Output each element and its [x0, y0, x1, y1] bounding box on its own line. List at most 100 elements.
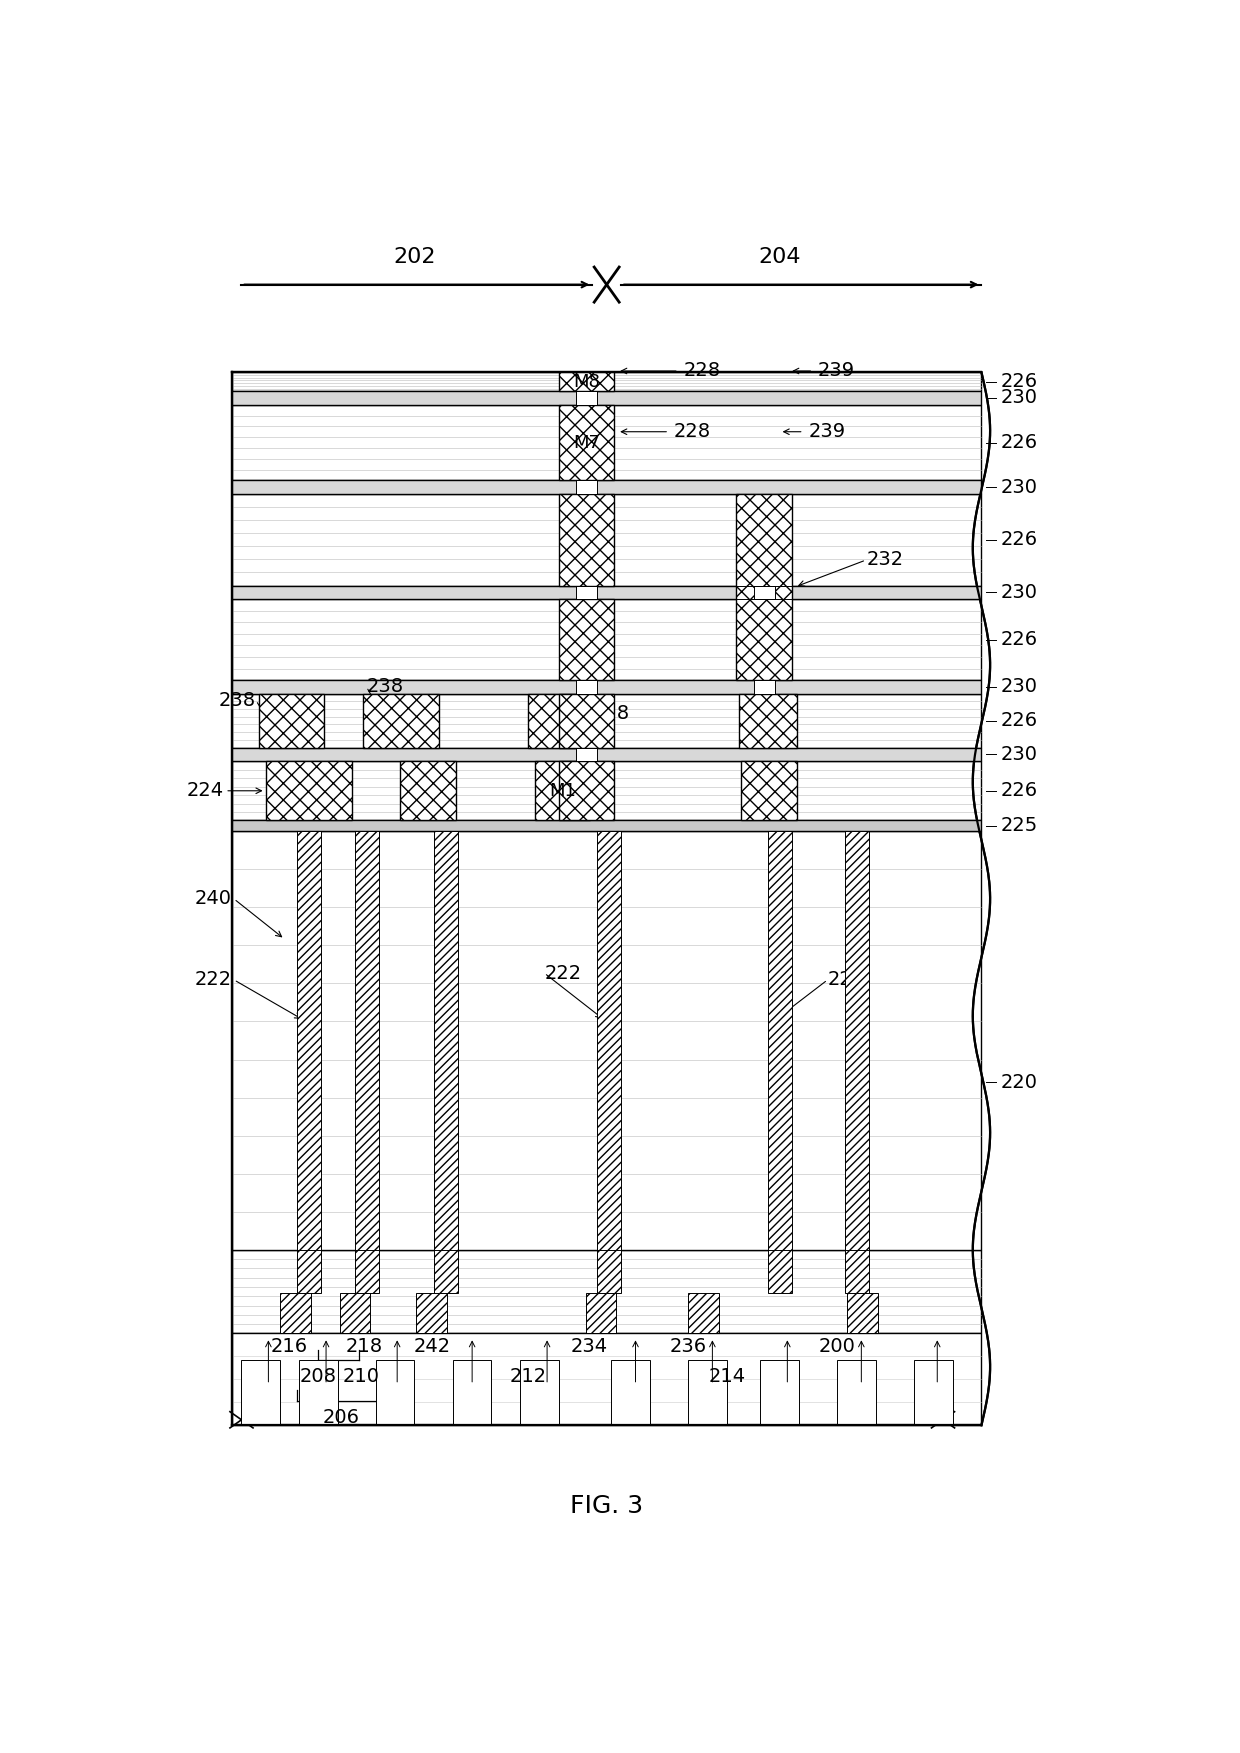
- Bar: [232, 1250, 982, 1334]
- Bar: [232, 372, 982, 391]
- Text: 226: 226: [1001, 712, 1038, 729]
- Bar: [299, 1360, 337, 1425]
- Text: 232: 232: [866, 550, 903, 570]
- Text: 200: 200: [818, 1338, 856, 1357]
- Text: 202: 202: [393, 247, 435, 266]
- Bar: [558, 405, 614, 480]
- Text: M7: M7: [573, 433, 600, 452]
- Bar: [754, 680, 775, 694]
- Bar: [558, 694, 614, 747]
- Bar: [232, 1334, 982, 1425]
- Bar: [417, 1294, 448, 1334]
- Text: 204: 204: [759, 247, 801, 266]
- Text: 228: 228: [683, 361, 720, 380]
- Bar: [534, 761, 590, 820]
- Bar: [232, 747, 982, 761]
- Bar: [232, 494, 982, 586]
- Text: 230: 230: [1001, 477, 1038, 496]
- Text: 240: 240: [195, 889, 232, 908]
- Bar: [558, 761, 614, 820]
- Text: 230: 230: [1001, 677, 1038, 696]
- Text: 242: 242: [413, 1338, 450, 1357]
- Text: M8: M8: [573, 373, 600, 391]
- Bar: [362, 694, 439, 747]
- Bar: [754, 586, 775, 600]
- Text: 222: 222: [828, 969, 864, 989]
- Bar: [844, 831, 869, 1294]
- Bar: [585, 1294, 616, 1334]
- Bar: [232, 600, 982, 680]
- Bar: [232, 761, 982, 820]
- Text: 226: 226: [1001, 529, 1038, 549]
- Text: 224: 224: [187, 782, 224, 801]
- Bar: [558, 600, 614, 680]
- Bar: [521, 1360, 558, 1425]
- Bar: [355, 831, 379, 1294]
- Bar: [453, 1360, 491, 1425]
- Bar: [688, 1360, 727, 1425]
- Bar: [232, 820, 982, 831]
- Bar: [558, 494, 614, 586]
- Text: 222: 222: [195, 969, 232, 989]
- Text: 225: 225: [1001, 817, 1038, 836]
- Text: 230: 230: [1001, 389, 1038, 407]
- Bar: [232, 480, 982, 494]
- Bar: [232, 372, 982, 1425]
- Bar: [242, 1360, 280, 1425]
- Bar: [298, 831, 321, 1294]
- Bar: [232, 391, 982, 405]
- Text: 238: 238: [367, 677, 403, 696]
- Bar: [232, 405, 982, 480]
- Text: 218: 218: [346, 1338, 383, 1357]
- Text: 210: 210: [343, 1367, 381, 1387]
- Text: 234: 234: [570, 1338, 608, 1357]
- Bar: [837, 1360, 875, 1425]
- Text: 239: 239: [808, 422, 846, 442]
- Bar: [575, 391, 598, 405]
- Text: 226: 226: [1001, 433, 1038, 452]
- Bar: [688, 1294, 719, 1334]
- Bar: [232, 586, 982, 600]
- Bar: [401, 761, 456, 820]
- Bar: [847, 1294, 878, 1334]
- Bar: [232, 680, 982, 694]
- Bar: [558, 372, 614, 391]
- Bar: [280, 1294, 311, 1334]
- Text: 226: 226: [1001, 629, 1038, 649]
- Bar: [575, 680, 598, 694]
- Bar: [737, 494, 792, 680]
- Bar: [575, 747, 598, 761]
- Text: 226: 226: [1001, 782, 1038, 801]
- Text: 216: 216: [272, 1338, 308, 1357]
- Text: 238: 238: [218, 691, 255, 710]
- Text: 206: 206: [322, 1408, 360, 1427]
- Text: 208: 208: [300, 1367, 337, 1387]
- Text: 214: 214: [708, 1367, 745, 1387]
- Bar: [434, 831, 458, 1294]
- Text: 236: 236: [670, 1338, 707, 1357]
- Bar: [760, 1360, 799, 1425]
- Bar: [575, 586, 598, 600]
- Text: FIG. 3: FIG. 3: [570, 1494, 644, 1518]
- Text: 212: 212: [510, 1367, 547, 1387]
- Text: 239: 239: [818, 361, 856, 380]
- Bar: [596, 831, 621, 1294]
- Bar: [575, 480, 598, 494]
- Text: 230: 230: [1001, 745, 1038, 764]
- Bar: [259, 694, 324, 747]
- Bar: [742, 761, 797, 820]
- Bar: [528, 694, 585, 747]
- Bar: [232, 694, 982, 747]
- Text: 226: 226: [1001, 372, 1038, 391]
- Text: 222: 222: [544, 964, 582, 982]
- Text: 230: 230: [1001, 582, 1038, 601]
- Text: M1: M1: [549, 782, 575, 799]
- Text: 220: 220: [1001, 1073, 1038, 1092]
- Bar: [768, 831, 792, 1294]
- Bar: [739, 694, 797, 747]
- Text: 228: 228: [675, 422, 711, 442]
- Bar: [376, 1360, 414, 1425]
- Bar: [232, 831, 982, 1250]
- Bar: [340, 1294, 371, 1334]
- Bar: [914, 1360, 952, 1425]
